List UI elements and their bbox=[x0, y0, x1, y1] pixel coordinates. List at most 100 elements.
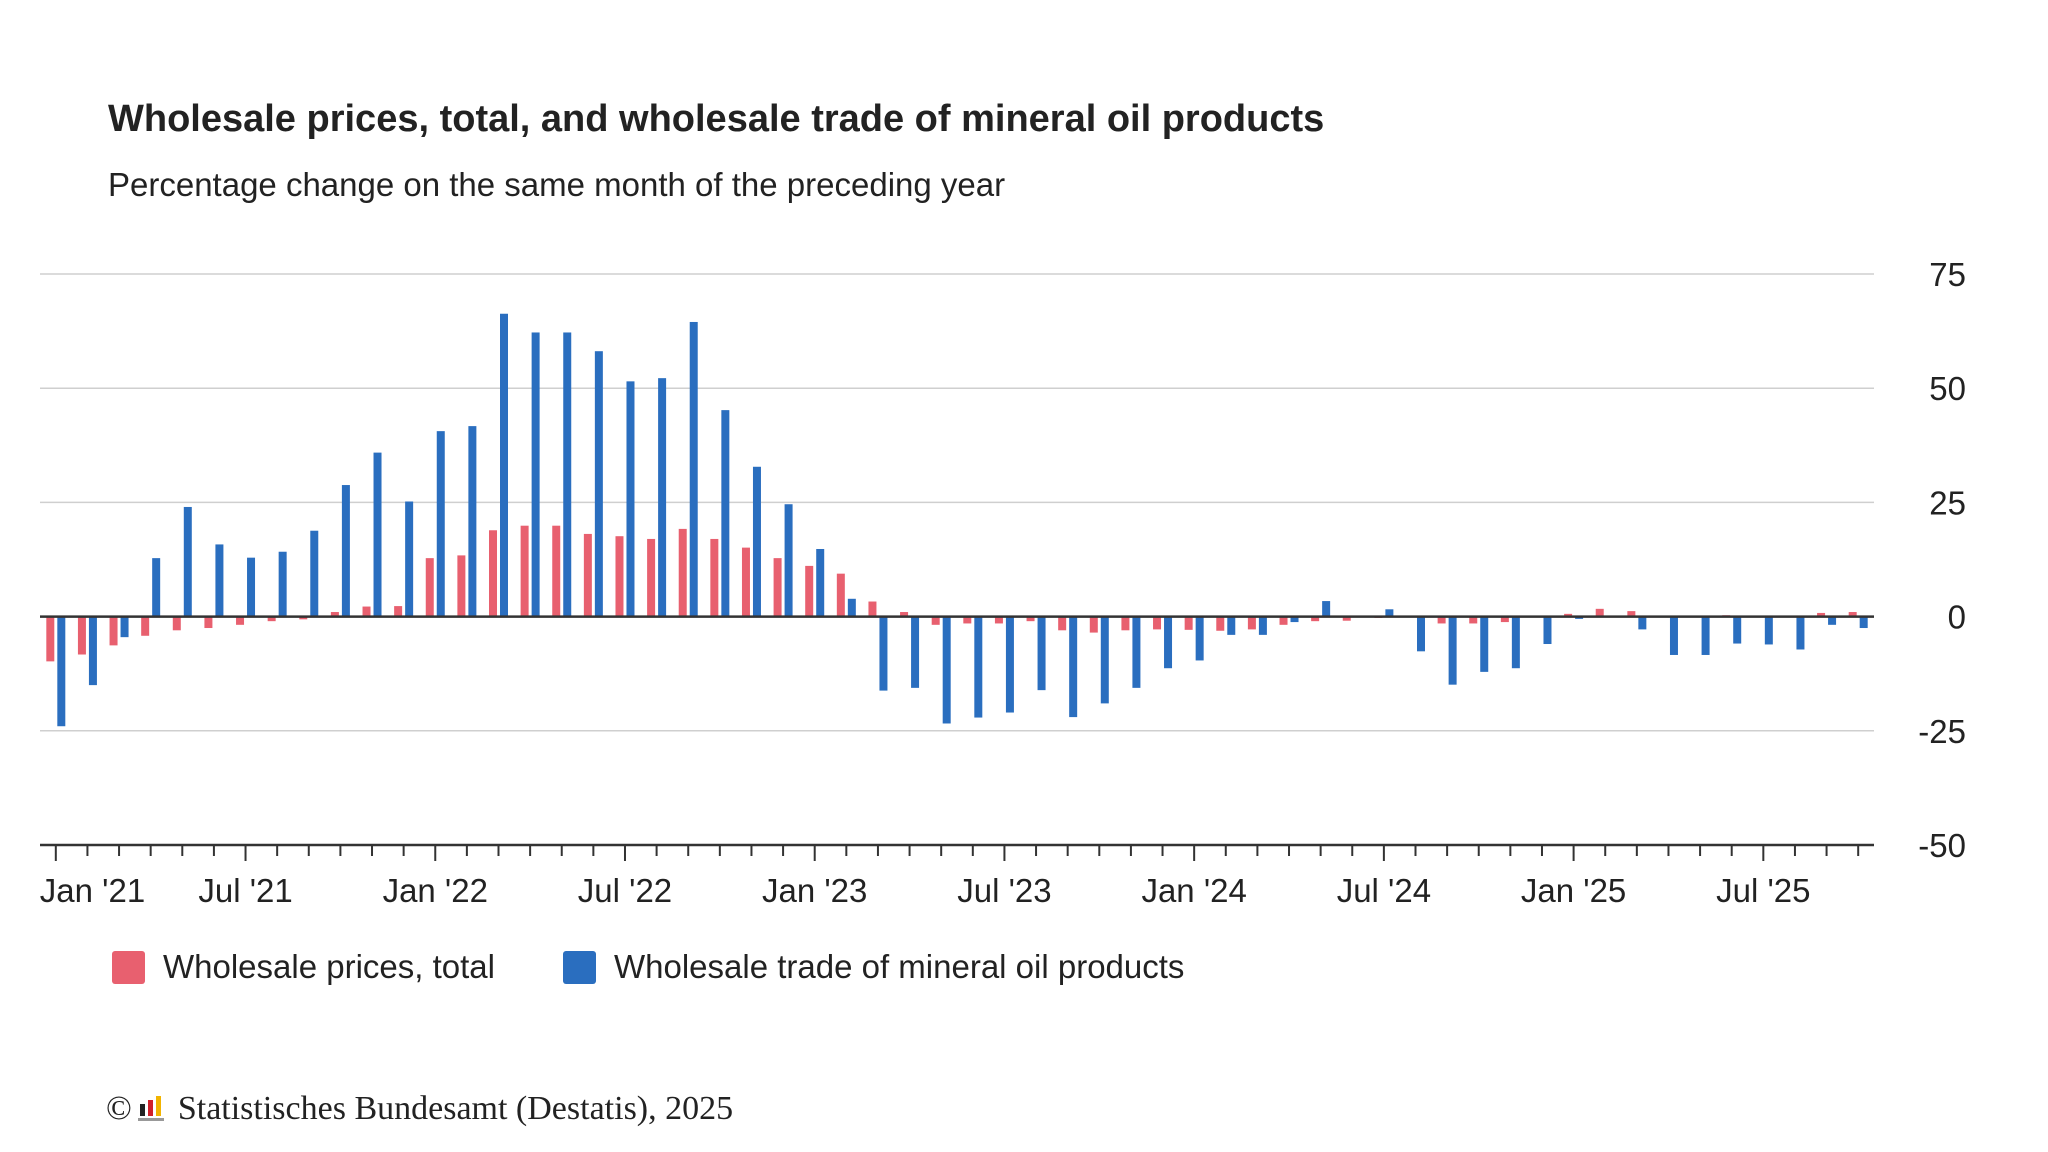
bar-mineral-oil bbox=[1669, 616, 1678, 655]
copyright-symbol: © bbox=[106, 1090, 132, 1127]
bar-mineral-oil bbox=[1828, 616, 1837, 625]
bar-wholesale-prices bbox=[1627, 611, 1636, 617]
bar-wholesale-prices bbox=[836, 573, 845, 617]
bar-mineral-oil bbox=[436, 431, 445, 617]
chart-title: Wholesale prices, total, and wholesale t… bbox=[108, 98, 1325, 140]
bar-mineral-oil bbox=[152, 558, 161, 617]
bar-wholesale-prices bbox=[1342, 616, 1351, 621]
legend-item-mineral-oil[interactable]: Wholesale trade of mineral oil products bbox=[562, 948, 1185, 986]
bar-wholesale-prices bbox=[204, 616, 213, 629]
legend-item-wholesale-prices[interactable]: Wholesale prices, total bbox=[112, 948, 495, 986]
x-tick-label: Jul '24 bbox=[1337, 872, 1431, 909]
bar-wholesale-prices bbox=[647, 538, 656, 617]
bar-wholesale-prices bbox=[1153, 616, 1162, 630]
bar-mineral-oil bbox=[1005, 616, 1014, 713]
bar-mineral-oil bbox=[847, 598, 856, 617]
bar-mineral-oil bbox=[658, 378, 667, 617]
bar-wholesale-prices bbox=[77, 616, 86, 655]
x-tick-label: Jul '22 bbox=[578, 872, 672, 909]
bar-wholesale-prices bbox=[1469, 616, 1478, 624]
bar-mineral-oil bbox=[563, 332, 572, 617]
bar-wholesale-prices bbox=[1184, 616, 1193, 630]
bar-wholesale-prices bbox=[109, 616, 118, 646]
bar-mineral-oil bbox=[1543, 616, 1552, 645]
bar-wholesale-prices bbox=[773, 558, 782, 617]
bar-mineral-oil bbox=[752, 466, 761, 617]
bar-wholesale-prices bbox=[615, 536, 624, 617]
chart-subtitle: Percentage change on the same month of t… bbox=[108, 166, 1006, 203]
bar-wholesale-prices bbox=[299, 616, 308, 620]
bar-wholesale-prices bbox=[994, 616, 1003, 624]
bar-wholesale-prices bbox=[1279, 616, 1288, 625]
bar-wholesale-prices bbox=[678, 528, 687, 617]
bars bbox=[46, 313, 1868, 727]
bar-mineral-oil bbox=[1290, 616, 1299, 623]
bar-mineral-oil bbox=[278, 551, 287, 617]
bar-wholesale-prices bbox=[1026, 616, 1035, 622]
bar-mineral-oil bbox=[120, 616, 129, 638]
bar-wholesale-prices bbox=[362, 606, 371, 617]
bar-mineral-oil bbox=[689, 321, 698, 617]
footer-credit: © Statistisches Bundesamt (Destatis), 20… bbox=[106, 1090, 733, 1128]
bar-mineral-oil bbox=[1385, 609, 1394, 617]
x-tick-label: Jul '25 bbox=[1716, 872, 1810, 909]
bar-mineral-oil bbox=[247, 557, 256, 617]
bar-mineral-oil bbox=[1417, 616, 1425, 652]
bar-wholesale-prices bbox=[330, 612, 339, 617]
grid-lines bbox=[40, 273, 1874, 732]
bar-mineral-oil bbox=[468, 426, 477, 617]
bar-wholesale-prices bbox=[46, 616, 55, 662]
bar-wholesale-prices bbox=[425, 558, 434, 617]
bar-mineral-oil bbox=[911, 616, 920, 688]
legend-swatch-mineral-oil bbox=[562, 950, 596, 984]
bar-wholesale-prices bbox=[1311, 616, 1320, 622]
bar-mineral-oil bbox=[500, 313, 508, 617]
bar-wholesale-prices bbox=[394, 606, 403, 617]
bar-wholesale-prices bbox=[236, 616, 245, 625]
bar-mineral-oil bbox=[784, 504, 793, 617]
bar-mineral-oil bbox=[1132, 616, 1141, 688]
bar-wholesale-prices bbox=[805, 565, 814, 617]
destatis-logo-icon bbox=[137, 1096, 164, 1121]
bar-mineral-oil bbox=[215, 544, 224, 617]
x-tick-label: Jul '21 bbox=[198, 872, 292, 909]
bar-mineral-oil bbox=[1511, 616, 1520, 669]
bar-wholesale-prices bbox=[457, 555, 466, 617]
bar-wholesale-prices bbox=[868, 601, 877, 617]
bar-wholesale-prices bbox=[741, 547, 750, 617]
bar-chart: Jan '21 Jul '21 Jan '22 Jul '22 Jan '23 Jul '… bbox=[40, 256, 1966, 909]
y-axis-labels: 75 50 25 0 -25 -50 bbox=[1918, 256, 1966, 864]
bar-wholesale-prices bbox=[552, 525, 561, 617]
bar-mineral-oil bbox=[721, 410, 730, 617]
x-tick-label: Jan '24 bbox=[1141, 872, 1246, 909]
bar-mineral-oil bbox=[626, 381, 635, 617]
bar-mineral-oil bbox=[310, 530, 319, 617]
bar-mineral-oil bbox=[1037, 616, 1046, 691]
bar-wholesale-prices bbox=[1848, 612, 1857, 617]
y-tick-label: 50 bbox=[1929, 370, 1966, 407]
bar-mineral-oil bbox=[974, 616, 983, 718]
bar-mineral-oil bbox=[183, 506, 192, 617]
y-tick-label: 25 bbox=[1929, 484, 1966, 521]
bar-wholesale-prices bbox=[1595, 608, 1604, 617]
bar-wholesale-prices bbox=[1216, 616, 1225, 631]
legend-label-mineral-oil: Wholesale trade of mineral oil products bbox=[613, 948, 1185, 985]
bar-wholesale-prices bbox=[267, 616, 276, 622]
x-axis: Jan '21 Jul '21 Jan '22 Jul '22 Jan '23 Jul '… bbox=[40, 615, 1874, 909]
bar-mineral-oil bbox=[1796, 616, 1805, 650]
bar-wholesale-prices bbox=[489, 530, 497, 617]
bar-wholesale-prices bbox=[520, 525, 529, 617]
bar-wholesale-prices bbox=[1564, 613, 1573, 617]
bar-mineral-oil bbox=[1448, 616, 1457, 685]
bar-mineral-oil bbox=[341, 485, 350, 617]
legend-swatch-wholesale-prices bbox=[112, 950, 145, 984]
bar-mineral-oil bbox=[1164, 616, 1173, 669]
y-tick-label: -25 bbox=[1918, 713, 1966, 750]
bar-wholesale-prices bbox=[931, 616, 940, 625]
bar-mineral-oil bbox=[594, 351, 603, 617]
x-tick-label: Jan '22 bbox=[383, 872, 488, 909]
bar-mineral-oil bbox=[1733, 616, 1742, 644]
bar-mineral-oil bbox=[1195, 616, 1204, 661]
bar-wholesale-prices bbox=[1500, 616, 1509, 623]
bar-mineral-oil bbox=[405, 501, 414, 617]
